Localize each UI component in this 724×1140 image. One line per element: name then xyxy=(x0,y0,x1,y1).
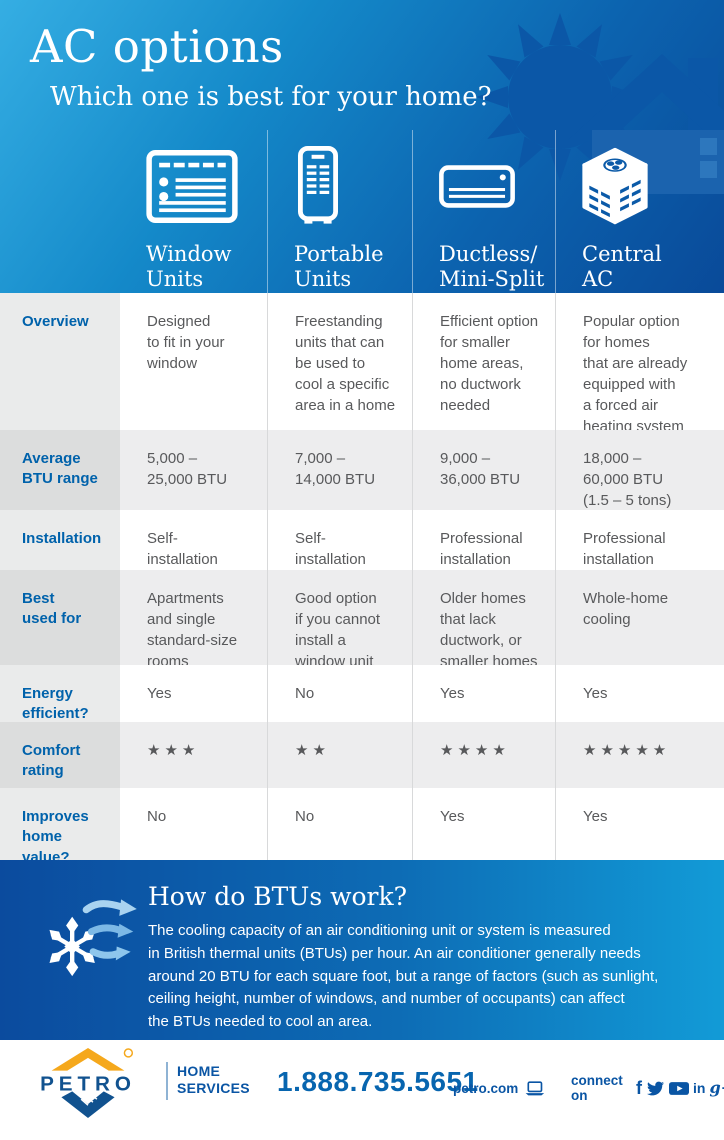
table-cell: Yes xyxy=(555,788,724,868)
table-row-comfort-rating: Comfort rating ★★★ ★★ ★★★★ ★★★★★ xyxy=(0,722,724,788)
table-cell: Self- installation xyxy=(267,510,412,570)
table-cell: No xyxy=(120,788,267,868)
table-row-overview: Overview Designed to fit in your window … xyxy=(0,293,724,437)
table-cell: Designed to fit in your window xyxy=(120,293,267,437)
column-header-portable-units: Portable Units xyxy=(267,130,412,293)
table-row-installation: Installation Self- installation Self- in… xyxy=(0,510,724,570)
comparison-table: Overview Designed to fit in your window … xyxy=(0,293,724,868)
row-label: Best used for xyxy=(0,570,120,672)
table-cell: Professional installation xyxy=(412,510,555,570)
star-rating: ★★★★ xyxy=(412,722,555,788)
column-header-central-ac: Central AC xyxy=(555,130,724,293)
table-cell: Yes xyxy=(555,665,724,725)
table-cell: Apartments and single standard-size room… xyxy=(120,570,267,672)
table-row-best-used-for: Best used for Apartments and single stan… xyxy=(0,570,724,672)
petro-logo: PETRO xyxy=(40,1048,136,1118)
column-header-ductless-mini-split: Ductless/ Mini-Split xyxy=(412,130,555,293)
facebook-icon[interactable]: f xyxy=(636,1078,643,1098)
column-headers: Window Units xyxy=(120,130,724,293)
page-title: AC options xyxy=(30,20,284,73)
snowflake-wind-icon xyxy=(49,899,137,977)
table-cell: Popular option for homes that are alread… xyxy=(555,293,724,437)
social-icons: f in g+ p xyxy=(636,1079,724,1097)
sun-house-decoration-icon xyxy=(476,13,724,194)
footer: PETRO HOME SERVICES 1.888.735.5651 petro… xyxy=(0,1040,724,1140)
table-cell: 9,000 – 36,000 BTU xyxy=(412,430,555,511)
brand-tagline: HOME SERVICES xyxy=(177,1063,250,1096)
star-rating: ★★★★★ xyxy=(555,722,724,788)
twitter-icon[interactable] xyxy=(646,1080,665,1097)
table-row-average-btu-range: Average BTU range 5,000 – 25,000 BTU 7,0… xyxy=(0,430,724,511)
table-cell: 18,000 – 60,000 BTU (1.5 – 5 tons) xyxy=(555,430,724,511)
row-label: Overview xyxy=(0,293,120,437)
hero-section: AC options Which one is best for your ho… xyxy=(0,0,724,293)
row-label: Energy efficient? xyxy=(0,665,120,725)
table-cell: Yes xyxy=(412,788,555,868)
row-label: Average BTU range xyxy=(0,430,120,511)
youtube-icon[interactable] xyxy=(669,1080,690,1097)
table-row-energy-efficient: Energy efficient? Yes No Yes Yes xyxy=(0,665,724,725)
table-cell: 7,000 – 14,000 BTU xyxy=(267,430,412,511)
portable-unit-icon xyxy=(294,142,406,230)
btu-section-title: How do BTUs work? xyxy=(148,882,408,911)
row-label: Installation xyxy=(0,510,120,570)
table-cell: No xyxy=(267,788,412,868)
row-label: Improves home value? xyxy=(0,788,120,868)
table-cell: No xyxy=(267,665,412,725)
table-row-improves-home-value: Improves home value? No No Yes Yes xyxy=(0,788,724,868)
star-rating: ★★ xyxy=(267,722,412,788)
table-cell: Whole-home cooling xyxy=(555,570,724,672)
table-cell: Self- installation xyxy=(120,510,267,570)
connect-on-label: connect on xyxy=(571,1073,623,1103)
column-header-window-units: Window Units xyxy=(120,130,267,293)
phone-number[interactable]: 1.888.735.5651 xyxy=(277,1066,479,1097)
linkedin-icon[interactable]: in xyxy=(693,1080,706,1096)
row-label: Comfort rating xyxy=(0,722,120,788)
page-subtitle: Which one is best for your home? xyxy=(50,82,492,112)
table-cell: Professional installation xyxy=(555,510,724,570)
table-cell: Freestanding units that can be used to c… xyxy=(267,293,412,437)
column-label: Portable Units xyxy=(294,242,384,292)
btu-info-section: How do BTUs work? The cooling capacity o… xyxy=(0,860,724,1040)
window-unit-icon xyxy=(146,142,261,230)
star-rating: ★★★ xyxy=(120,722,267,788)
table-cell: Older homes that lack ductwork, or small… xyxy=(412,570,555,672)
table-cell: 5,000 – 25,000 BTU xyxy=(120,430,267,511)
website-link[interactable]: petro.com xyxy=(453,1080,519,1096)
laptop-icon xyxy=(525,1080,545,1095)
btu-section-body: The cooling capacity of an air condition… xyxy=(148,922,659,1031)
table-cell: Good option if you cannot install a wind… xyxy=(267,570,412,672)
table-cell: Yes xyxy=(412,665,555,725)
ductless-mini-split-icon xyxy=(439,142,549,230)
googleplus-icon[interactable]: g+ xyxy=(709,1078,724,1097)
svg-text:PETRO: PETRO xyxy=(40,1072,136,1095)
footer-links: petro.com connect on f in g+ p xyxy=(453,1073,724,1103)
table-cell: Yes xyxy=(120,665,267,725)
column-label: Central AC xyxy=(582,242,662,292)
column-label: Ductless/ Mini-Split xyxy=(439,242,545,292)
column-label: Window Units xyxy=(146,242,232,292)
central-ac-icon xyxy=(582,142,718,230)
footer-divider xyxy=(166,1062,168,1100)
table-cell: Efficient option for smaller home areas,… xyxy=(412,293,555,437)
